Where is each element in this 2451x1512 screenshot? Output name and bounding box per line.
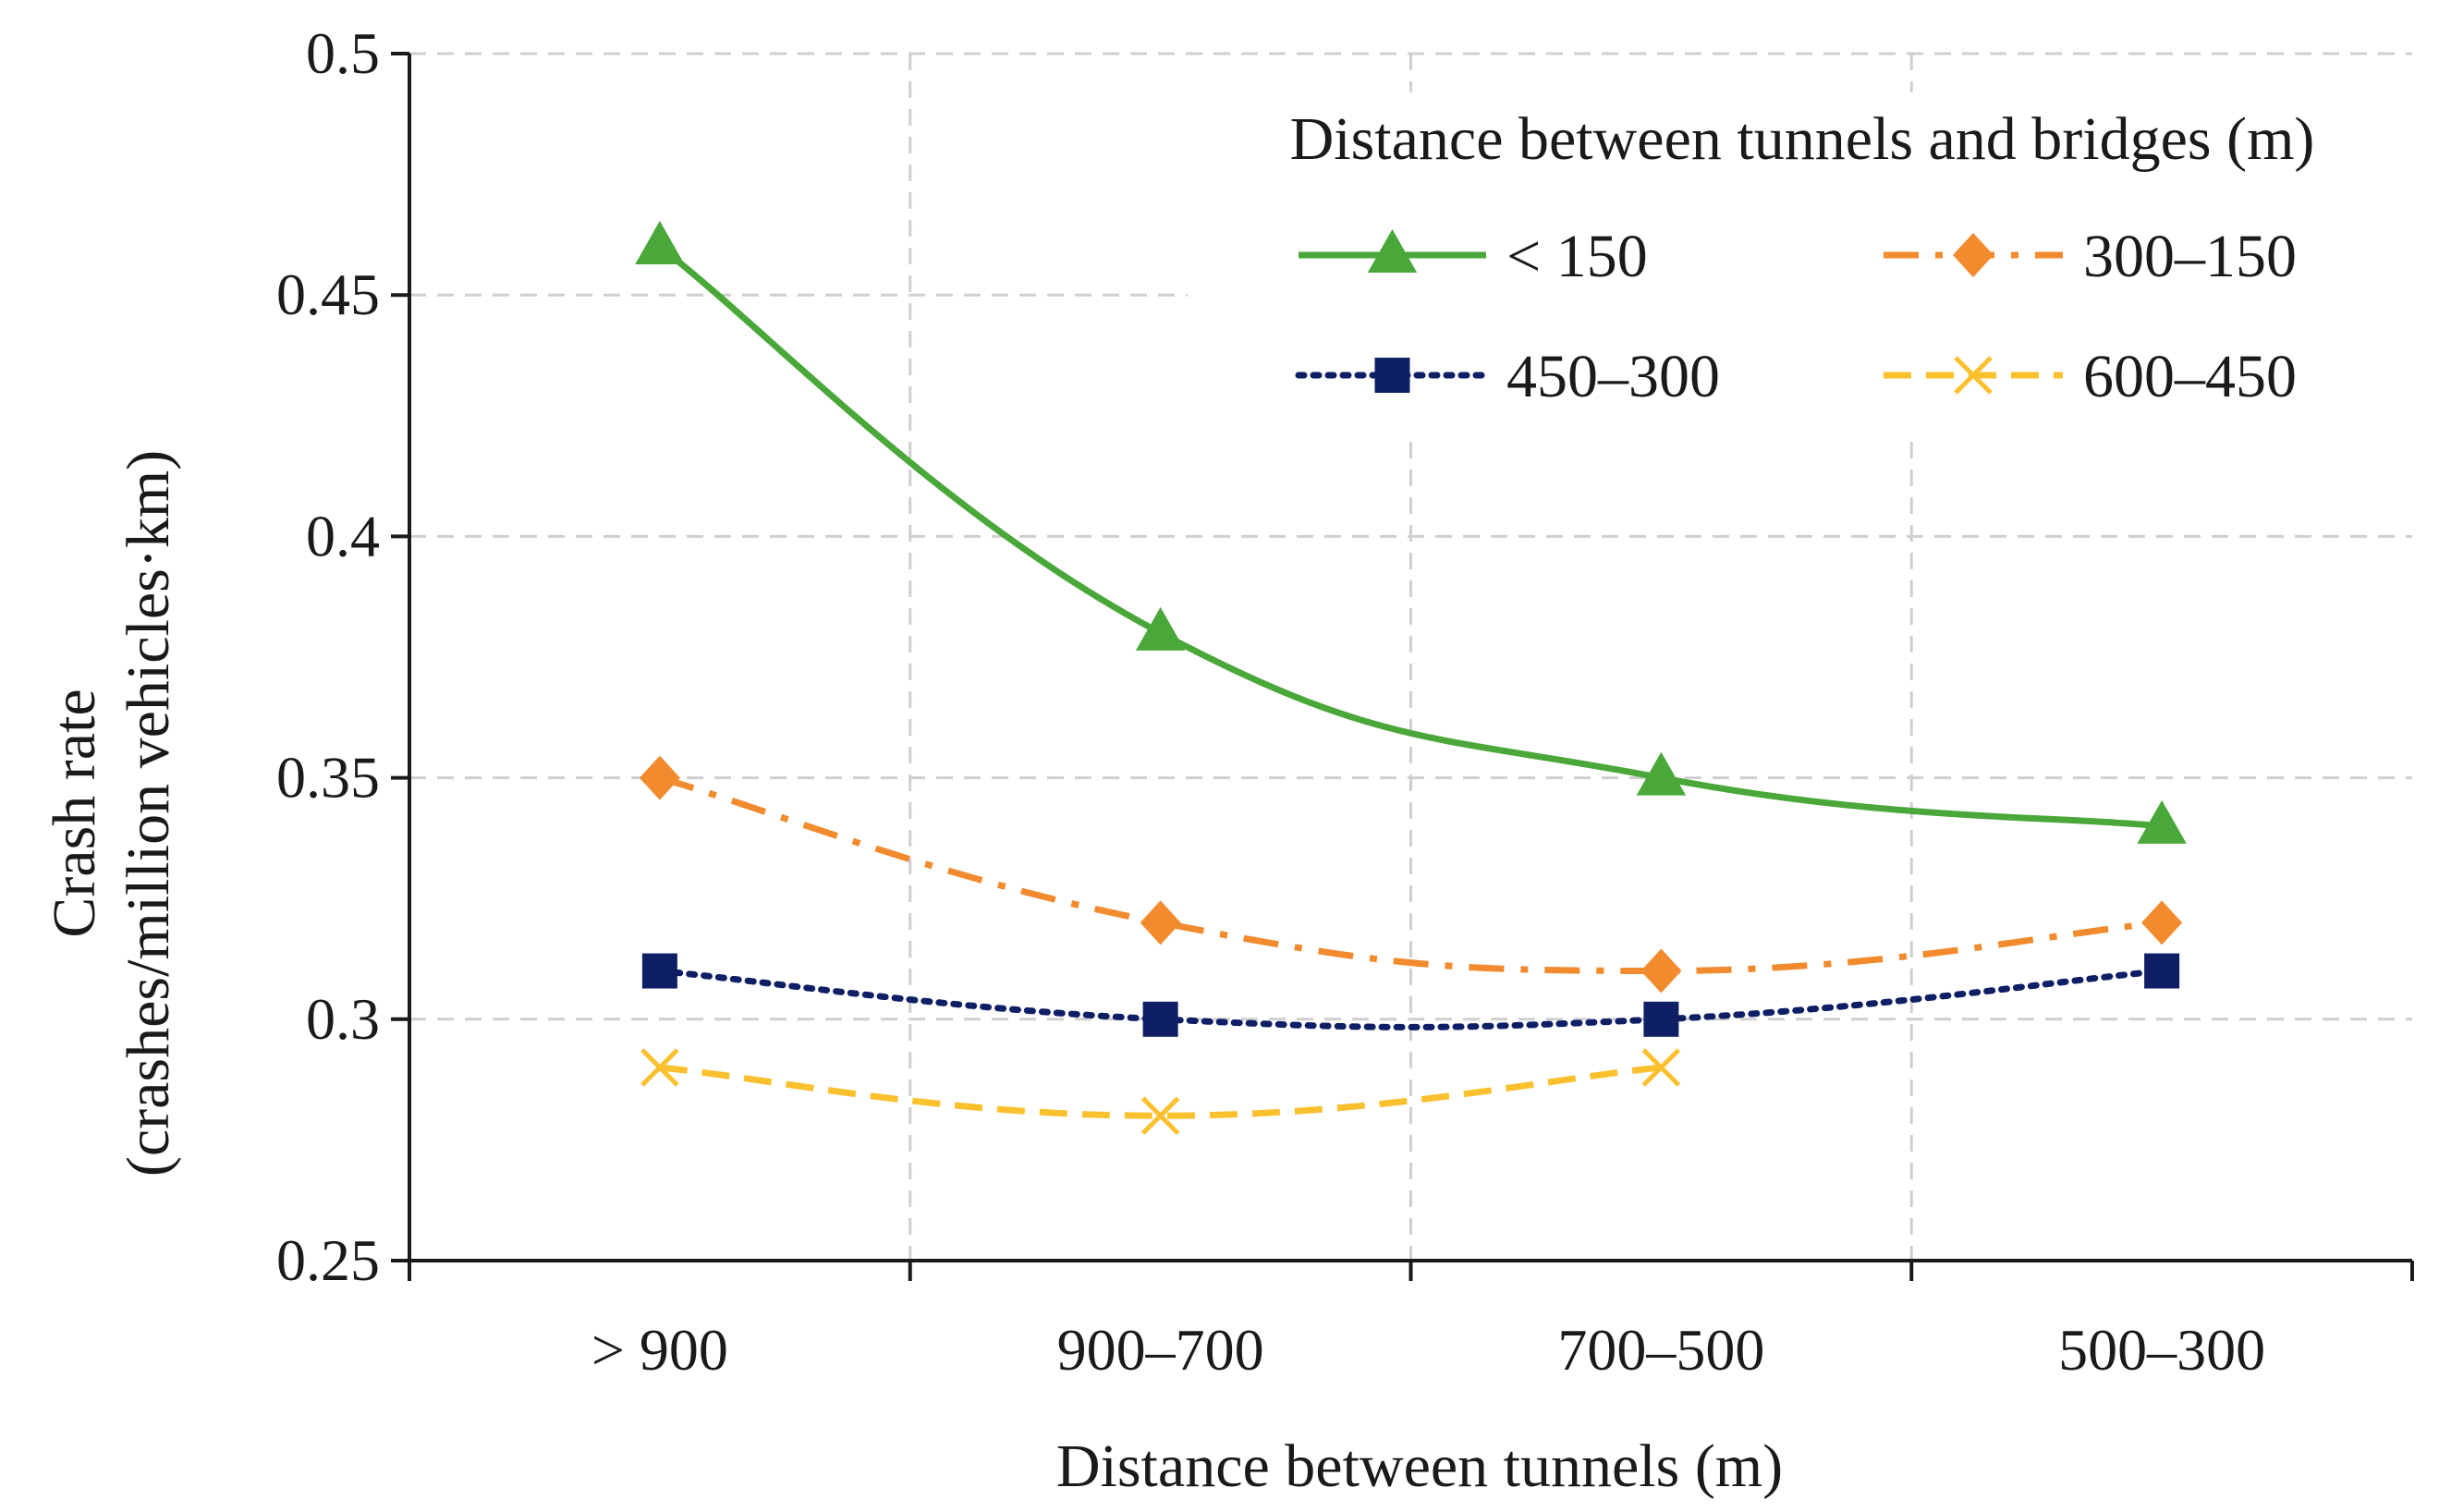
data-point (1135, 606, 1186, 651)
series-layer (635, 220, 2187, 1136)
legend-item: 450–300 (1295, 343, 1720, 410)
series-line (658, 774, 2163, 975)
data-point (2137, 799, 2187, 844)
legend-label: 300–150 (2083, 223, 2297, 290)
y-tick-labels: 0.25 0.3 0.35 0.4 0.45 0.5 (276, 20, 380, 1293)
y-axis-title: Crash rate (crashes/million vehicles·km) (41, 450, 182, 1177)
data-point (1640, 948, 1682, 994)
x-tick-labels: > 900 900–700 700–500 500–300 (591, 1317, 2265, 1383)
data-point (641, 953, 677, 989)
legend-marker (1374, 358, 1410, 393)
axes (391, 52, 2414, 1281)
data-point (2144, 953, 2180, 989)
legend-marker (1954, 356, 1993, 395)
data-point (1643, 1001, 1679, 1037)
series-2 (639, 755, 2183, 994)
data-point (2141, 900, 2183, 945)
x-tick-label: > 900 (591, 1317, 728, 1383)
legend-item: 600–450 (1884, 343, 2297, 410)
data-point (1641, 1048, 1681, 1087)
data-point (639, 755, 680, 800)
y-tick-label: 0.3 (306, 986, 380, 1052)
series-line (656, 968, 2165, 1030)
series-3 (641, 953, 2180, 1037)
x-axis-title: Distance between tunnels (m) (1056, 1433, 1783, 1500)
data-point (1140, 1096, 1180, 1136)
y-tick-label: 0.5 (306, 20, 380, 86)
x-tick-label: 700–500 (1557, 1317, 1764, 1383)
y-tick-label: 0.4 (306, 503, 380, 568)
data-point (640, 1048, 679, 1087)
series-1 (635, 220, 2187, 844)
legend-title: Distance between tunnels and bridges (m) (1290, 105, 2315, 173)
data-point (1142, 1001, 1178, 1037)
legend-label: < 150 (1506, 223, 1648, 290)
y-tick-label: 0.45 (276, 262, 380, 327)
legend-item: 300–150 (1884, 223, 2297, 290)
series-line (659, 1064, 1662, 1119)
y-axis-title-line2: (crashes/million vehicles·km) (115, 450, 182, 1177)
legend: Distance between tunnels and bridges (m)… (1188, 92, 2417, 434)
data-point (635, 220, 685, 264)
series-line (657, 244, 2163, 830)
x-tick-label: 500–300 (2058, 1317, 2265, 1383)
y-axis-title-line1: Crash rate (41, 689, 108, 937)
data-point (1636, 751, 1687, 796)
legend-label: 600–450 (2083, 343, 2297, 410)
data-point (1140, 900, 1181, 945)
legend-item: < 150 (1299, 223, 1648, 290)
x-tick-label: 900–700 (1057, 1317, 1264, 1383)
y-tick-label: 0.25 (276, 1227, 380, 1293)
legend-marker (1367, 228, 1418, 273)
y-tick-label: 0.35 (276, 745, 380, 811)
series-4 (640, 1048, 1681, 1136)
legend-label: 450–300 (1506, 343, 1720, 410)
legend-marker (1953, 233, 1994, 277)
legend-items: < 150 300–150 450–300 600–450 (1295, 223, 2297, 410)
grid (409, 52, 2412, 1261)
